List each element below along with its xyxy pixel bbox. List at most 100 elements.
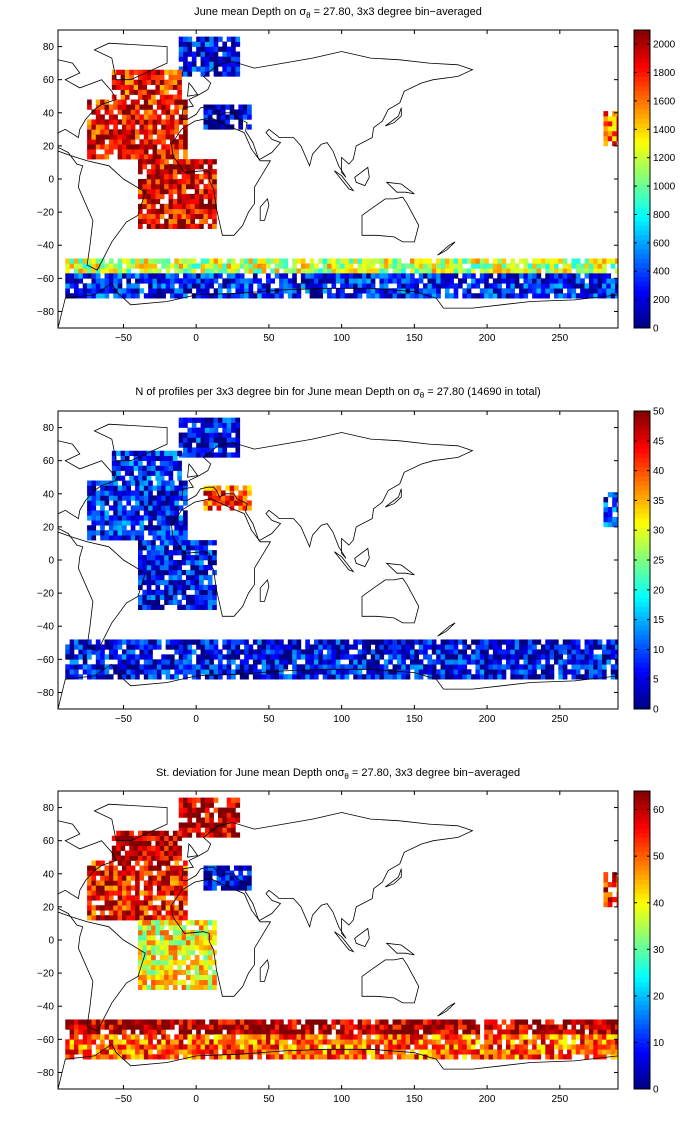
cell [155,455,161,461]
cell [213,827,219,833]
cell [183,273,188,279]
cell [187,41,193,47]
cell [194,183,200,190]
cell [444,263,450,269]
cell [104,535,110,541]
cell [95,1034,101,1040]
cell [168,169,174,175]
cell [436,278,441,284]
cell [174,119,180,125]
cell [584,273,590,279]
cell [212,885,217,891]
cell [168,589,174,596]
cell [204,822,210,828]
cell [279,1044,284,1050]
cell [602,1024,607,1030]
cell [423,1039,428,1045]
cell [436,1029,441,1035]
cell [194,940,200,946]
cell [186,969,191,976]
cell [146,599,152,605]
cell [458,1019,463,1025]
cell [588,1024,594,1030]
cell [575,669,581,675]
cell [615,288,618,294]
cell [138,984,143,990]
cell [177,940,182,946]
cell [440,1049,446,1055]
cell [126,875,132,881]
cell [279,1019,284,1025]
cell [229,880,235,886]
cell [91,268,97,274]
cell [69,1034,75,1040]
cell [340,1029,345,1035]
cell [287,1019,293,1025]
colorbar-tick-label: 15 [653,615,665,626]
colorbar-swatch [634,281,650,287]
cell [588,669,594,675]
cell [501,649,507,655]
cell [100,674,105,680]
cell [283,288,289,294]
colorbar-swatch [634,643,650,649]
cell [126,114,132,120]
cell [239,1044,245,1050]
cell [379,669,385,675]
cell [108,535,114,541]
cell [344,283,350,289]
cell [183,129,188,135]
cell [484,664,489,670]
cell [226,807,232,813]
cell [190,213,196,220]
cell [155,188,161,195]
cell [213,432,219,438]
cell [95,273,101,279]
cell [436,1054,441,1060]
cell [177,159,182,165]
cell [492,639,498,645]
cell [168,855,174,861]
cell [562,1024,568,1030]
coastline [93,423,168,462]
cell [187,639,193,645]
cell [331,1024,337,1030]
cell [331,273,337,279]
cell [155,940,161,946]
cell [95,263,101,269]
cell [196,654,201,660]
cell [165,278,171,284]
cell [122,119,127,125]
cell [95,1029,101,1035]
cell [148,674,153,680]
cell [186,599,191,605]
cell [108,674,114,680]
region-tropical-south-atlantic [138,920,217,990]
cell [108,875,114,881]
cell [95,654,101,660]
cell [379,674,385,680]
cell [130,490,136,496]
cell [575,1019,581,1025]
cell [431,273,437,279]
cell [300,1054,306,1060]
cell [396,1049,402,1055]
cell [142,470,148,476]
cell [159,845,165,851]
cell [100,480,105,486]
cell [279,278,284,284]
cell [479,639,485,645]
cell [209,442,214,448]
cell [168,84,174,90]
cell [142,604,148,610]
cell [155,79,161,85]
cell [370,1029,376,1035]
cell [113,505,118,511]
cell [554,1024,559,1030]
cell [458,263,463,269]
cell [220,880,226,886]
cell [612,507,617,513]
cell [130,674,136,680]
cell [431,1054,437,1060]
cell [436,1024,441,1030]
